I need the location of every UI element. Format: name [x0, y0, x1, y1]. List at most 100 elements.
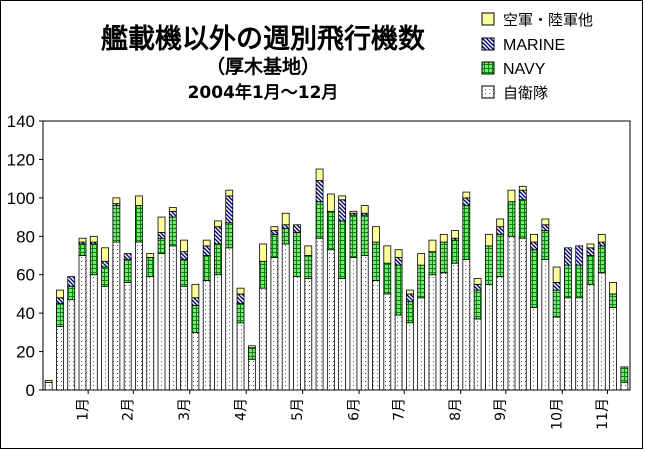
- y-tick-label: 0: [26, 381, 35, 400]
- bar-segment: [484, 233, 493, 247]
- bar-segment: [575, 264, 584, 299]
- bar-segment: [484, 283, 493, 391]
- bar-segment: [620, 366, 629, 383]
- bar-segment: [191, 305, 200, 333]
- bar-segment: [462, 205, 471, 260]
- bar-segment: [597, 245, 606, 274]
- bar-segment: [214, 243, 222, 276]
- bar-segment: [168, 207, 177, 212]
- bar-segment: [236, 293, 245, 304]
- bar-segment: [157, 216, 166, 233]
- legend-swatch-navy: [481, 61, 495, 75]
- bar-segment: [552, 316, 561, 391]
- bar-segment: [135, 205, 143, 243]
- y-tick-label: 60: [16, 266, 35, 285]
- bar-segment: [383, 245, 392, 264]
- bar-segment: [44, 381, 53, 391]
- bar-segment: [157, 232, 166, 239]
- bar-segment: [315, 201, 324, 239]
- bar-segment: [78, 237, 87, 243]
- bar-segment: [507, 201, 516, 237]
- bar-segment: [518, 199, 527, 239]
- bar-segment: [360, 205, 369, 214]
- bar-segment: [67, 285, 76, 301]
- bar-segment: [112, 197, 121, 205]
- bar-segment: [67, 276, 76, 287]
- bar-segment: [428, 274, 437, 391]
- legend-label-navy: NAVY: [503, 61, 546, 78]
- bar-segment: [247, 358, 256, 391]
- bar-segment: [541, 224, 550, 231]
- bar-segment: [394, 314, 403, 391]
- bar-segment: [394, 257, 403, 266]
- bar-segment: [360, 255, 369, 391]
- bar-segment: [496, 226, 505, 235]
- bar-segment: [191, 283, 200, 299]
- bar-segment: [552, 289, 561, 318]
- bar-segment: [101, 260, 109, 268]
- bar-segment: [135, 195, 143, 206]
- bar-segment: [293, 232, 301, 278]
- bar-segment: [518, 237, 527, 391]
- bar-segment: [123, 281, 132, 391]
- bar-segment: [89, 274, 98, 391]
- bar-segment: [383, 293, 392, 391]
- bar-segment: [383, 262, 392, 295]
- bar-segment: [123, 258, 132, 283]
- bar-segment: [281, 228, 290, 245]
- bar-segment: [168, 245, 177, 391]
- bar-segment: [586, 283, 595, 391]
- bar-segment: [462, 258, 471, 391]
- bar-segment: [609, 306, 617, 391]
- bar-segment: [360, 214, 369, 256]
- bar-segment: [439, 272, 448, 391]
- bar-segment: [405, 293, 414, 303]
- bar-segment: [541, 230, 550, 260]
- bar-segment: [564, 247, 572, 266]
- bar-segment: [473, 278, 482, 285]
- chart-period: 2004年1月～12月: [188, 82, 339, 103]
- bar-segment: [146, 253, 155, 258]
- bar-segment: [236, 303, 245, 324]
- bar-segment: [236, 287, 245, 295]
- y-tick-label: 100: [7, 189, 35, 208]
- bar-segment: [326, 249, 335, 391]
- bar-segment: [326, 193, 335, 212]
- bar-segment: [530, 306, 538, 391]
- bar-segment: [451, 262, 459, 391]
- legend-label-other: 空軍・陸軍他: [503, 11, 593, 29]
- bar-segment: [439, 233, 448, 243]
- bar-segment: [270, 257, 279, 391]
- bar-segment: [304, 278, 313, 391]
- bar-segment: [281, 224, 290, 229]
- bar-segment: [405, 322, 414, 391]
- bar-segment: [304, 255, 313, 279]
- bar-segment: [180, 258, 189, 287]
- bar-segment: [202, 280, 211, 391]
- bar-segment: [89, 235, 98, 243]
- month-label: 11月: [595, 398, 611, 430]
- y-axis: 0 20 40 60 80 100 120 140: [7, 112, 43, 400]
- month-label: 8月: [448, 398, 464, 421]
- bar-segment: [293, 224, 301, 233]
- bar-segment: [214, 220, 222, 228]
- bar-segment: [214, 274, 222, 391]
- legend: 空軍・陸軍他 MARINE NAVY 自衛隊: [481, 11, 593, 102]
- month-label: 5月: [290, 398, 306, 421]
- month-label: 3月: [177, 398, 193, 421]
- bar-segment: [496, 218, 505, 228]
- bar-segment: [451, 230, 459, 239]
- bar-segment: [315, 237, 324, 391]
- bar-segment: [349, 257, 358, 391]
- bar-segment: [101, 247, 109, 262]
- bar-segment: [56, 297, 64, 304]
- bar-segment: [78, 243, 87, 256]
- y-tick-label: 120: [7, 150, 35, 169]
- legend-swatch-marine: [481, 37, 495, 51]
- bar-segment: [372, 226, 380, 243]
- plot-area: [42, 120, 631, 391]
- bar-segment: [507, 189, 516, 203]
- bar-segment: [507, 235, 516, 391]
- bar-segment: [247, 345, 256, 349]
- bar-segment: [575, 245, 584, 266]
